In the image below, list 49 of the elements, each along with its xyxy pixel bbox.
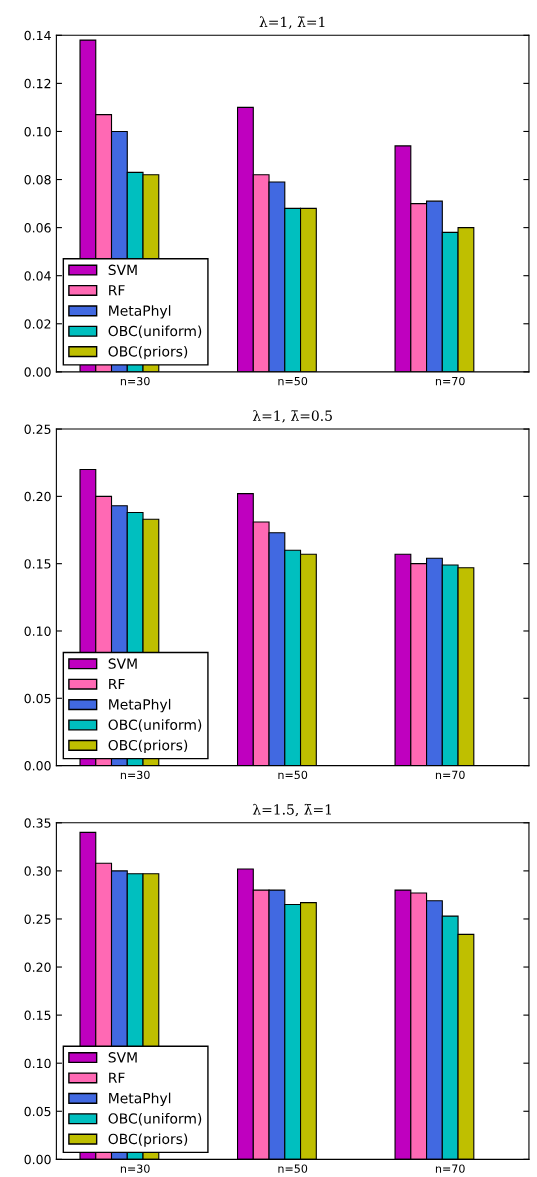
legend-label: OBC(priors): [108, 1133, 188, 1147]
y-tick-label: 0.20: [24, 962, 51, 972]
y-tick-label: 0.15: [24, 559, 51, 569]
x-tick-label: n=30: [120, 770, 150, 780]
x-tick-label: n=30: [120, 1164, 150, 1173]
y-tick-label: 0.10: [24, 126, 51, 137]
legend-label: OBC(priors): [108, 739, 188, 754]
legend-label: OBC(uniform): [108, 1113, 202, 1126]
y-tick-label: 0.00: [24, 367, 51, 377]
y-tick-label: 0.10: [24, 1058, 51, 1069]
legend-label: SVM: [108, 658, 137, 669]
x-tick-label: n=70: [435, 770, 465, 780]
x-tick-label: n=50: [278, 376, 308, 386]
y-tick-label: 0.00: [24, 1154, 51, 1165]
legend-label: SVM: [108, 1052, 137, 1063]
legend-label: OBC(uniform): [108, 719, 202, 732]
y-tick-label: 0.30: [24, 866, 51, 876]
legend-label: MetaPhyl: [109, 1092, 171, 1107]
legend-label: RF: [109, 285, 125, 296]
y-tick-label: 0.05: [24, 693, 51, 704]
x-tick-label: n=50: [278, 1164, 308, 1173]
x-tick-label: n=70: [435, 376, 465, 386]
y-tick-label: 0.04: [24, 271, 51, 281]
y-tick-label: 0.14: [24, 30, 51, 41]
chart-title: λ=1.5, λ̄=1: [252, 803, 332, 817]
legend-label: SVM: [108, 264, 137, 276]
y-tick-label: 0.35: [24, 818, 51, 828]
y-tick-label: 0.20: [24, 491, 51, 502]
y-tick-label: 0.08: [24, 175, 51, 185]
legend-label: OBC(uniform): [108, 325, 202, 338]
x-tick-label: n=30: [120, 376, 150, 386]
y-tick-label: 0.05: [24, 1106, 51, 1117]
chart-title: λ=1, λ̄=0.5: [252, 410, 332, 423]
y-tick-label: 0.25: [24, 914, 51, 924]
y-tick-label: 0.15: [24, 1010, 51, 1021]
legend-label: RF: [109, 678, 125, 690]
y-tick-label: 0.02: [24, 319, 51, 329]
chart-title: λ=1, λ̄=1: [259, 16, 325, 29]
x-tick-label: n=70: [435, 1164, 465, 1173]
y-tick-label: 0.00: [24, 761, 51, 771]
y-tick-label: 0.06: [24, 223, 51, 233]
x-tick-label: n=50: [278, 770, 308, 780]
legend-label: OBC(priors): [108, 345, 188, 360]
legend-label: RF: [109, 1072, 125, 1083]
y-tick-label: 0.12: [24, 78, 51, 89]
legend-label: MetaPhyl: [109, 698, 171, 713]
y-tick-label: 0.10: [24, 626, 51, 636]
y-tick-label: 0.25: [24, 424, 51, 434]
legend-label: MetaPhyl: [109, 305, 171, 319]
